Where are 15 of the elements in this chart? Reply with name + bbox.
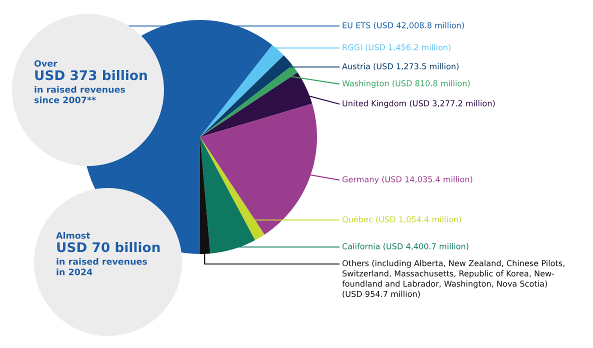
- text: USD 373 billion: [35, 70, 147, 80]
- slice-label: Others (including Alberta, New Zealand, Chinese Pilots, Switzerland, Massachusetts, Republic of Korea, New- foundland and Labrador, Washington, Nova Scotia) (USD 954.7 million): [342, 260, 564, 298]
- slice-label: Québec (USD 1,054.4 million): [342, 216, 461, 224]
- slice-label: United Kingdom (USD 3,277.2 million): [342, 100, 495, 108]
- slice-label: Austria (USD 1,273.5 million): [342, 63, 459, 70]
- text: in raised revenues since 2007**: [34, 86, 126, 104]
- text: Almost: [56, 232, 90, 239]
- slice-label: EU ETS (USD 42,008.8 million): [342, 22, 464, 30]
- text: USD 70 billion: [57, 242, 160, 252]
- text: in raised revenues in 2024: [56, 258, 148, 276]
- slice-label: Washington (USD 810.8 million): [342, 80, 470, 88]
- slice-label: RGGI (USD 1,456.2 million): [342, 44, 451, 52]
- slice-label: Germany (USD 14,035.4 million): [342, 176, 472, 184]
- text: Over: [34, 60, 58, 67]
- slice-label: California (USD 4,400.7 million): [342, 243, 468, 250]
